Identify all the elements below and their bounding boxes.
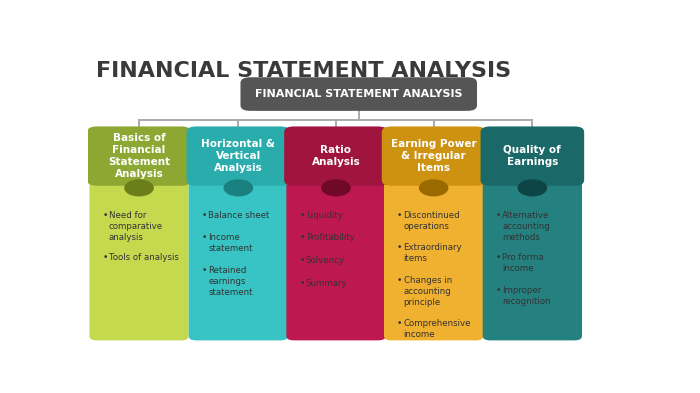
Text: Liquidity: Liquidity (306, 211, 343, 220)
Text: FINANCIAL STATEMENT ANALYSIS: FINANCIAL STATEMENT ANALYSIS (96, 61, 511, 81)
Text: •: • (202, 233, 207, 242)
Bar (196, 180, 281, 193)
FancyBboxPatch shape (186, 127, 290, 186)
Text: Balance sheet: Balance sheet (208, 211, 270, 220)
Text: Ratio
Analysis: Ratio Analysis (312, 145, 360, 167)
Bar (490, 180, 575, 193)
Text: Comprehensive
income: Comprehensive income (403, 319, 471, 339)
FancyBboxPatch shape (384, 176, 483, 340)
Text: •: • (300, 211, 304, 220)
Text: Quality of
Earnings: Quality of Earnings (503, 145, 561, 167)
Text: •: • (300, 279, 304, 288)
Text: •: • (300, 233, 304, 242)
Text: •: • (102, 253, 108, 262)
Text: Earning Power
& Irregular
Items: Earning Power & Irregular Items (391, 139, 477, 173)
Text: Extraordinary
items: Extraordinary items (403, 243, 462, 263)
FancyBboxPatch shape (189, 176, 288, 340)
Text: •: • (102, 211, 108, 220)
Bar (97, 180, 181, 193)
Text: Tools of analysis: Tools of analysis (109, 253, 178, 262)
Text: Solvency: Solvency (306, 256, 345, 265)
Text: Pro forma
income: Pro forma income (502, 253, 544, 274)
Text: FINANCIAL STATEMENT ANALYSIS: FINANCIAL STATEMENT ANALYSIS (255, 89, 463, 99)
FancyBboxPatch shape (284, 127, 388, 186)
FancyBboxPatch shape (483, 176, 582, 340)
Text: Summary: Summary (306, 279, 347, 288)
Circle shape (125, 180, 153, 196)
Bar (294, 180, 378, 193)
Text: Changes in
accounting
principle: Changes in accounting principle (403, 276, 452, 307)
Text: Income
statement: Income statement (208, 233, 253, 253)
Text: •: • (202, 266, 207, 275)
Circle shape (322, 180, 350, 196)
Text: •: • (397, 276, 402, 285)
FancyBboxPatch shape (241, 77, 477, 111)
Text: Need for
comparative
analysis: Need for comparative analysis (109, 211, 163, 242)
Text: •: • (300, 256, 304, 265)
Text: •: • (496, 253, 501, 262)
Text: •: • (496, 286, 501, 295)
Text: Discontinued
operations: Discontinued operations (403, 211, 460, 231)
Text: •: • (496, 211, 501, 220)
Text: Horizontal &
Vertical
Analysis: Horizontal & Vertical Analysis (202, 139, 275, 173)
Text: Profitability: Profitability (306, 233, 355, 242)
FancyBboxPatch shape (88, 127, 191, 186)
Text: Improper
recognition: Improper recognition (502, 286, 551, 306)
FancyBboxPatch shape (480, 127, 584, 186)
Circle shape (224, 180, 253, 196)
FancyBboxPatch shape (382, 127, 485, 186)
Circle shape (518, 180, 547, 196)
Text: Alternative
accounting
methods: Alternative accounting methods (502, 211, 550, 242)
Text: •: • (397, 243, 402, 252)
Text: •: • (202, 211, 207, 220)
Text: •: • (397, 319, 402, 328)
Bar (391, 180, 476, 193)
Text: Basics of
Financial
Statement
Analysis: Basics of Financial Statement Analysis (108, 133, 170, 179)
Circle shape (419, 180, 448, 196)
Text: •: • (397, 211, 402, 220)
FancyBboxPatch shape (90, 176, 189, 340)
FancyBboxPatch shape (286, 176, 386, 340)
Text: Retained
earnings
statement: Retained earnings statement (208, 266, 253, 297)
